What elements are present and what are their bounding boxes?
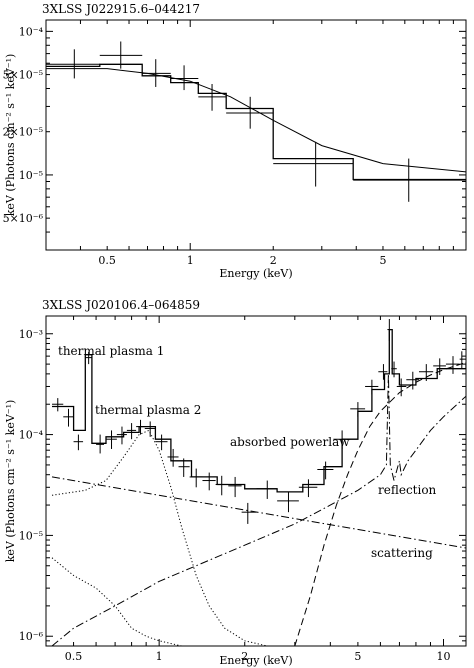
annotation-absorbed-powerlaw: absorbed powerlaw: [230, 435, 350, 449]
top-panel-data-point: [198, 83, 227, 111]
bottom-panel-model-total-model: [52, 328, 466, 493]
annotation-thermal-plasma-2: thermal plasma 2: [95, 403, 201, 417]
top-panel-data-point: [46, 49, 100, 79]
top-panel-y-tick-label: 10⁻⁵: [19, 169, 43, 182]
top-panel-data-point: [99, 41, 143, 69]
bottom-panel-y-tick-label: 10⁻⁵: [19, 529, 43, 542]
bottom-panel-data-point: [333, 430, 351, 449]
bottom-panel-data-point: [378, 364, 388, 380]
bottom-panel-data-point: [178, 458, 190, 477]
bottom-panel-x-tick-label: 5: [354, 650, 361, 663]
bottom-panel-y-tick-label: 10⁻⁶: [19, 630, 44, 643]
bottom-panel-model-absorbed-powerlaw: [294, 361, 466, 646]
bottom-panel-title: 3XLSS J020106.4–064859: [42, 298, 200, 312]
bottom-panel-data-point: [256, 480, 278, 499]
bottom-panel-plot: 0.5 1 2 5 10 10⁻³ 10⁻⁴ 10⁻⁵ 10⁻⁶: [19, 316, 466, 663]
top-panel-x-tick-label: 5: [379, 254, 386, 267]
bottom-panel-data-point: [418, 364, 434, 381]
bottom-panel-data-point: [277, 491, 299, 513]
bottom-panel-data-point: [387, 319, 392, 341]
bottom-panel-data-point: [350, 402, 366, 417]
bottom-panel-data-point: [96, 434, 105, 454]
bottom-panel-data-point: [365, 379, 379, 395]
bottom-panel: 3XLSS J020106.4–064859 0.5 1 2 5 10 10⁻³ 10⁻⁴ 1…: [4, 298, 467, 667]
bottom-panel-data-point: [105, 430, 117, 449]
bottom-panel-model-thermal-plasma-1: [51, 557, 210, 646]
bottom-panel-data-point: [85, 351, 92, 365]
top-panel-data-point: [226, 96, 274, 129]
bottom-panel-data-point: [155, 434, 168, 451]
bottom-panel-data-point: [52, 398, 64, 412]
bottom-panel-data-point: [406, 371, 419, 390]
top-panel-data-point: [273, 141, 354, 187]
top-panel-title: 3XLSS J022915.6–044217: [42, 2, 200, 16]
top-panel-x-tick-label: 0.5: [98, 254, 116, 267]
bottom-panel-data-point: [241, 502, 257, 524]
bottom-panel-data-point: [116, 426, 127, 445]
bottom-panel-data-point: [445, 356, 460, 374]
bottom-panel-data-point: [433, 358, 446, 375]
bottom-panel-data-point: [136, 419, 145, 435]
bottom-panel-data-point: [317, 461, 334, 480]
bottom-panel-data-point: [202, 472, 216, 491]
bottom-panel-data-point: [459, 351, 466, 369]
top-panel-y-tick-label: 5×10⁻⁶: [3, 212, 44, 225]
top-panel-xlabel: Energy (keV): [219, 267, 292, 280]
top-panel-x-tick-label: 2: [270, 254, 277, 267]
bottom-panel-x-tick-label: 0.5: [65, 650, 83, 663]
bottom-panel-y-tick-label: 10⁻³: [19, 328, 43, 341]
bottom-panel-x-tick-label: 10: [436, 650, 450, 663]
top-panel-frame: [45, 19, 467, 251]
bottom-panel-data-point: [126, 423, 137, 440]
bottom-panel-data-point: [73, 434, 84, 451]
bottom-panel-data-point: [298, 479, 318, 498]
bottom-panel-frame: [45, 315, 467, 647]
top-panel-model-model: [46, 63, 466, 181]
annotation-scattering: scattering: [371, 546, 433, 560]
top-panel-ylabel: keV (Photons cm⁻² s⁻¹ keV⁻¹): [4, 54, 17, 217]
top-panel-model-model-smooth: [46, 68, 466, 173]
top-panel-y-tick-label: 10⁻⁴: [19, 25, 44, 38]
bottom-panel-data-point: [391, 361, 397, 378]
top-panel: 3XLSS J022915.6–044217 0.5 1 2 5 10⁻⁴ 5×10⁻⁵ 2…: [3, 2, 467, 280]
top-panel-y-tick-label: 5×10⁻⁵: [3, 69, 43, 82]
top-panel-y-tick-label: 2×10⁻⁵: [3, 126, 43, 139]
bottom-panel-data-point: [228, 476, 242, 498]
bottom-panel-x-tick-label: 2: [241, 650, 248, 663]
top-panel-x-tick-label: 1: [187, 254, 194, 267]
bottom-panel-data-point: [215, 475, 229, 496]
bottom-panel-data-point: [396, 378, 407, 397]
bottom-panel-ylabel: keV (Photons cm⁻² s⁻¹ keV⁻¹): [4, 400, 17, 563]
top-panel-data-point: [170, 65, 199, 91]
top-panel-data-point: [142, 59, 171, 87]
annotation-thermal-plasma-1: thermal plasma 1: [58, 344, 164, 358]
bottom-panel-data-point: [63, 408, 74, 427]
bottom-panel-y-tick-label: 10⁻⁴: [19, 429, 44, 442]
bottom-panel-data-point: [189, 468, 203, 488]
top-panel-plot: 0.5 1 2 5 10⁻⁴ 5×10⁻⁵ 2×10⁻⁵ 10⁻⁵ 5×10⁻⁶: [3, 20, 467, 267]
annotation-reflection: reflection: [378, 483, 437, 497]
bottom-panel-model-reflection: [51, 373, 466, 646]
bottom-panel-xlabel: Energy (keV): [219, 654, 292, 667]
top-panel-data-point: [353, 158, 466, 202]
bottom-panel-data-point: [167, 448, 179, 467]
bottom-panel-data-point: [144, 421, 156, 437]
bottom-panel-x-tick-label: 1: [156, 650, 163, 663]
